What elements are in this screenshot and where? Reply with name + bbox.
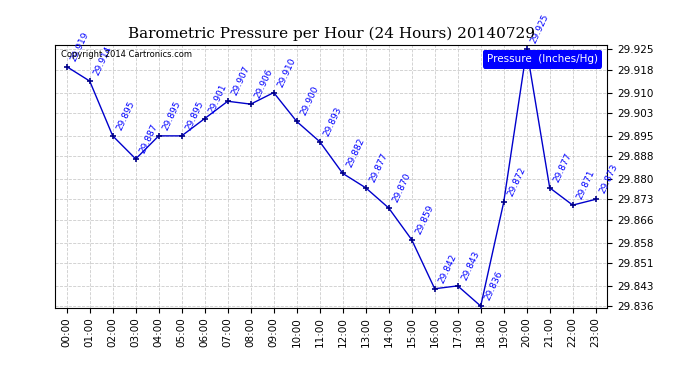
Text: 29.925: 29.925	[529, 13, 551, 45]
Text: 29.843: 29.843	[460, 249, 482, 282]
Text: Copyright 2014 Cartronics.com: Copyright 2014 Cartronics.com	[61, 50, 192, 59]
Text: 29.887: 29.887	[139, 122, 160, 155]
Text: 29.882: 29.882	[346, 137, 367, 169]
Text: 29.873: 29.873	[598, 163, 620, 195]
Title: Barometric Pressure per Hour (24 Hours) 20140729: Barometric Pressure per Hour (24 Hours) …	[128, 27, 535, 41]
Text: 29.895: 29.895	[184, 99, 206, 132]
Text: 29.893: 29.893	[322, 105, 344, 138]
Text: 29.842: 29.842	[437, 252, 459, 285]
Text: 29.877: 29.877	[368, 151, 390, 184]
Text: 29.870: 29.870	[391, 171, 413, 204]
Text: 29.872: 29.872	[506, 166, 528, 198]
Text: 29.877: 29.877	[553, 151, 574, 184]
Text: 29.901: 29.901	[208, 82, 229, 114]
Text: 29.900: 29.900	[299, 85, 321, 117]
Text: 29.895: 29.895	[161, 99, 183, 132]
Text: 29.907: 29.907	[230, 65, 252, 97]
Text: 29.910: 29.910	[277, 56, 298, 88]
Text: 29.914: 29.914	[92, 45, 114, 77]
Legend: Pressure  (Inches/Hg): Pressure (Inches/Hg)	[483, 50, 602, 69]
Text: 29.895: 29.895	[115, 99, 137, 132]
Text: 29.859: 29.859	[415, 203, 436, 236]
Text: 29.906: 29.906	[253, 68, 275, 100]
Text: 29.919: 29.919	[70, 30, 91, 63]
Text: 29.836: 29.836	[484, 270, 505, 302]
Text: 29.871: 29.871	[575, 169, 597, 201]
